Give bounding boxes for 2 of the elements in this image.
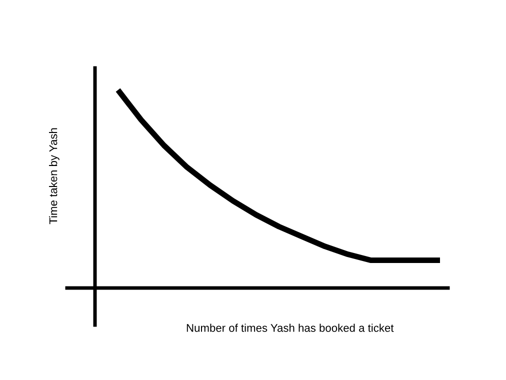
y-axis-title: Time taken by Yash: [49, 128, 60, 224]
x-axis-title: Number of times Yash has booked a ticket: [186, 324, 394, 332]
